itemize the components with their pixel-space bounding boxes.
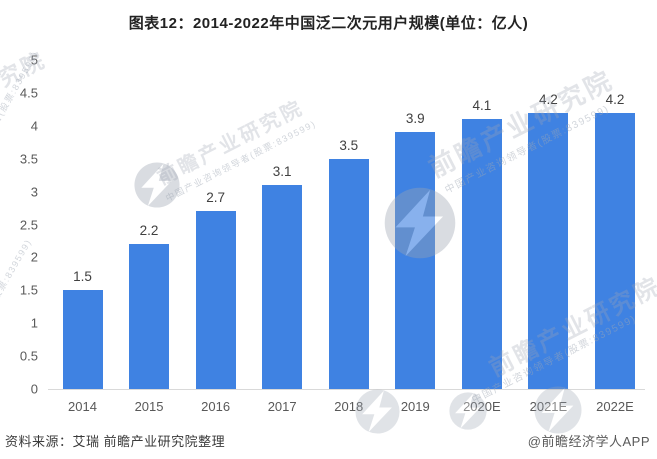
- y-axis-tick-label: 2: [30, 249, 38, 265]
- bar-2014: [62, 290, 103, 389]
- bar-2016: [195, 211, 236, 389]
- chart-title: 图表12：2014-2022年中国泛二次元用户规模(单位：亿人): [128, 15, 529, 32]
- x-axis-label: 2018: [334, 399, 364, 414]
- y-axis-tick-label: 4: [30, 118, 38, 134]
- bar-value-label: 3.5: [339, 137, 359, 153]
- bar-value-label: 4.2: [605, 91, 625, 107]
- y-axis-tick-label: 5: [30, 52, 38, 68]
- bar-value-label: 4.1: [472, 98, 492, 114]
- y-axis-tick-label: 3: [30, 184, 38, 200]
- bar-2020E: [461, 119, 502, 389]
- x-axis-label: 2019: [400, 399, 430, 414]
- y-axis-tick-label: 0.5: [19, 348, 38, 364]
- credit-note: @前瞻经济学人APP: [527, 434, 650, 449]
- y-axis-tick-label: 0: [30, 381, 38, 397]
- x-axis-label: 2020E: [463, 399, 501, 414]
- bar-value-label: 3.9: [405, 111, 425, 127]
- bar-value-label: 2.2: [139, 223, 159, 239]
- bar-2017: [262, 185, 303, 389]
- x-axis-label: 2016: [201, 399, 231, 414]
- source-note: 资料来源：艾瑞 前瞻产业研究院整理: [5, 434, 226, 449]
- x-axis-label: 2014: [68, 399, 97, 414]
- y-axis-tick-label: 2.5: [19, 217, 38, 232]
- bar-2022E: [594, 112, 635, 389]
- bar-2019: [395, 132, 436, 389]
- bar-value-label: 2.7: [206, 190, 225, 206]
- bar-2015: [129, 244, 170, 389]
- x-axis-line: [48, 389, 645, 390]
- x-axis-label: 2022E: [596, 399, 634, 414]
- x-axis-label: 2015: [134, 399, 164, 414]
- y-axis-tick-label: 3.5: [19, 151, 38, 167]
- bar-value-label: 3.1: [272, 164, 292, 180]
- x-axis-label: 2017: [267, 399, 297, 414]
- bar-value-label: 1.5: [73, 269, 92, 285]
- y-axis-tick-label: 4.5: [19, 85, 38, 101]
- y-axis-tick-label: 1: [30, 315, 38, 331]
- bar-2018: [328, 158, 369, 389]
- bar-2021E: [528, 112, 569, 389]
- y-axis-tick-label: 1.5: [19, 282, 38, 298]
- x-axis-label: 2021E: [529, 399, 568, 414]
- bar-value-label: 4.2: [539, 91, 558, 107]
